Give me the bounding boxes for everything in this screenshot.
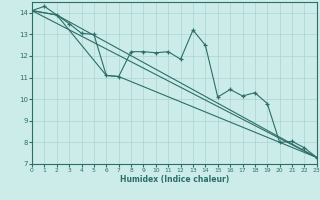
X-axis label: Humidex (Indice chaleur): Humidex (Indice chaleur) [120,175,229,184]
